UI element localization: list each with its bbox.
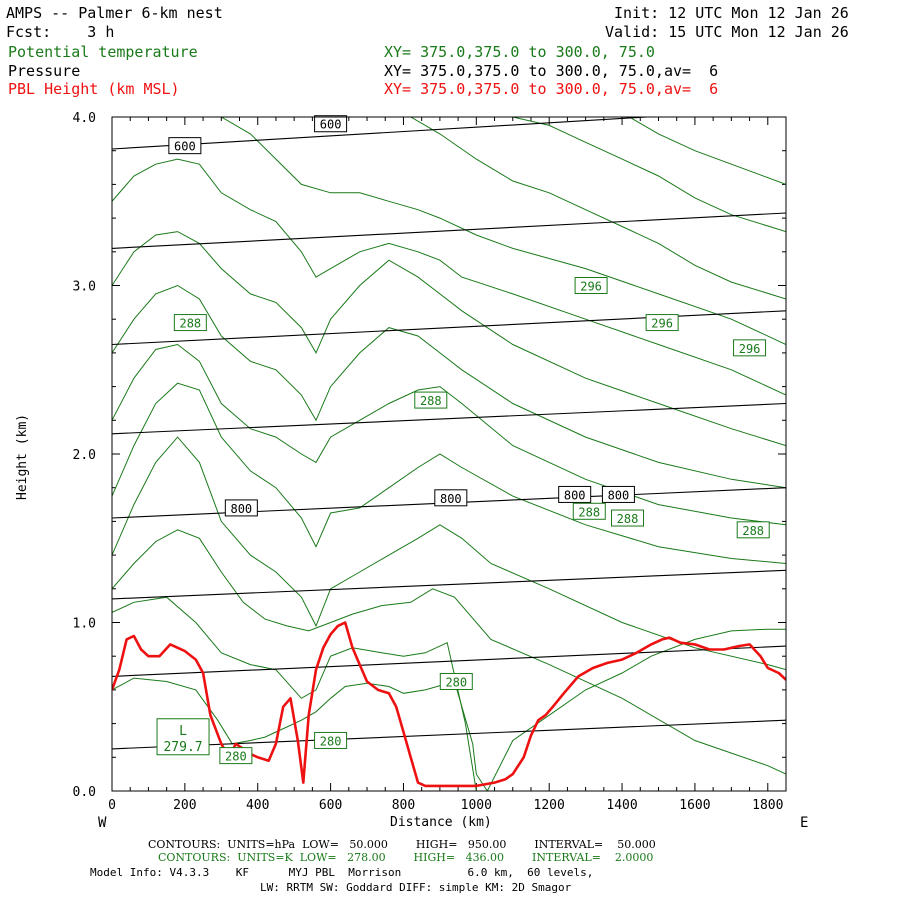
x-tick-label: 1200 [534, 798, 565, 813]
svg-text:280: 280 [225, 750, 247, 764]
x-tick-label: 400 [246, 798, 269, 813]
x-tick-label: 0 [108, 798, 116, 813]
theta-contour-296 [112, 158, 786, 396]
svg-text:600: 600 [320, 118, 342, 132]
svg-text:280: 280 [320, 734, 342, 748]
x-tick-label: 1600 [679, 798, 710, 813]
svg-text:800: 800 [440, 492, 462, 506]
y-tick-label: 3.0 [73, 280, 96, 295]
footer-model-info: Model Info: V4.3.3 KF MYJ PBL Morrison 6… [90, 866, 594, 879]
svg-text:296: 296 [739, 342, 761, 356]
theta-label: 288 [611, 509, 645, 527]
theta-label: 280 [314, 731, 348, 749]
theta-label: 280 [219, 747, 253, 765]
contour-labels: 600 600 800 800 800 800 288 288 288 288 288 296 296 2… [156, 115, 770, 765]
y-axis-title: Height (km) [15, 413, 30, 500]
svg-text:280: 280 [445, 675, 467, 689]
svg-text:296: 296 [651, 317, 673, 331]
theta-label: 296 [645, 314, 679, 332]
plot-frame [111, 116, 787, 792]
footer-model-physics: LW: RRTM SW: Goddard DIFF: simple KM: 2D… [260, 881, 572, 894]
pressure-contour-650 [112, 212, 786, 249]
x-tick-label: 200 [173, 798, 196, 813]
pressure-contour-950 [112, 719, 786, 750]
svg-text:600: 600 [174, 140, 196, 154]
theta-label: 296 [733, 339, 767, 357]
y-tick-label: 4.0 [73, 111, 96, 126]
theta-contour-290 [112, 343, 786, 526]
theta-label: 296 [574, 277, 608, 294]
xy-pressure: XY= 375.0,375.0 to 300.0, 75.0,av= 6 [384, 62, 719, 80]
valid-time: Valid: 15 UTC Mon 12 Jan 26 [605, 23, 849, 41]
forecast-hour: Fcst: 3 h [6, 23, 115, 41]
x-tick-label: 600 [319, 798, 342, 813]
pressure-label: 800 [558, 485, 592, 503]
theta-contour-288 [112, 382, 786, 564]
svg-text:800: 800 [564, 488, 586, 502]
xy-pbl: XY= 375.0,375.0 to 300.0, 75.0,av= 6 [384, 80, 719, 98]
svg-text:288: 288 [617, 512, 639, 526]
svg-text:288: 288 [742, 524, 764, 538]
x-tick-label: 1800 [752, 798, 783, 813]
init-time: Init: 12 UTC Mon 12 Jan 26 [614, 4, 849, 22]
pbl-series [112, 621, 786, 788]
svg-text:288: 288 [420, 394, 442, 408]
pressure-contour-850 [112, 569, 786, 600]
pressure-label: 800 [224, 499, 258, 517]
x-tick-label: 1000 [461, 798, 492, 813]
footer-contours-theta: CONTOURS: UNITS=K LOW= 278.00 HIGH= 436.… [158, 851, 654, 864]
theta-contour-292 [112, 284, 786, 489]
y-tick-label: 2.0 [73, 448, 96, 463]
theta-label: 288 [572, 502, 606, 520]
theta-contour-282 [112, 596, 477, 791]
theta-label: 280 [439, 672, 473, 690]
theta-contour-284 [112, 529, 786, 775]
field-pressure-label: Pressure [8, 62, 81, 80]
svg-text:800: 800 [230, 502, 252, 516]
theta-contour-302 [512, 117, 786, 233]
svg-text:L: L [179, 724, 187, 739]
pressure-contour-750 [112, 402, 786, 435]
pressure-label: 800 [434, 489, 468, 507]
theta-contour-298 [221, 117, 786, 345]
theta-contour-300 [410, 117, 786, 300]
pressure-label: 800 [601, 485, 635, 503]
svg-text:296: 296 [580, 280, 602, 294]
svg-text:279.7: 279.7 [163, 740, 202, 755]
theta-contour-294 [112, 231, 786, 447]
title: AMPS -- Palmer 6-km nest [6, 4, 223, 22]
theta-label: 288 [736, 521, 770, 539]
x-tick-label: 1400 [606, 798, 637, 813]
x-tick-label: 800 [392, 798, 415, 813]
x-axis-title: Distance (km) [390, 815, 492, 830]
y-tick-label: 0.0 [73, 785, 96, 800]
theta-contour-286 [112, 436, 786, 671]
footer-contours-pressure: CONTOURS: UNITS=hPa LOW= 50.000 HIGH= 95… [148, 838, 656, 851]
pressure-contour-700 [112, 310, 786, 346]
field-theta-label: Potential temperature [8, 43, 198, 61]
pbl-height-line [112, 621, 786, 788]
east-marker: E [800, 815, 809, 831]
pressure-contour-600 [112, 117, 656, 150]
theta-contour-280 [112, 628, 786, 791]
theta-label: 288 [414, 391, 448, 409]
svg-text:288: 288 [578, 505, 600, 519]
theta-label: 288 [173, 314, 207, 332]
theta-contour-304 [629, 117, 786, 185]
pressure-contour-900 [112, 645, 786, 677]
field-pbl-label: PBL Height (km MSL) [8, 80, 180, 98]
xy-theta: XY= 375.0,375.0 to 300.0, 75.0 [384, 43, 655, 61]
svg-text:800: 800 [608, 488, 630, 502]
pressure-label: 600 [168, 137, 202, 155]
y-tick-label: 1.0 [73, 617, 96, 632]
svg-text:288: 288 [179, 317, 201, 331]
pressure-label: 600 [314, 115, 348, 133]
axes: 0 200 400 600 800 1000 1200 1400 1600 1800 0.0 1.0 2… [73, 111, 786, 813]
west-marker: W [98, 815, 107, 831]
